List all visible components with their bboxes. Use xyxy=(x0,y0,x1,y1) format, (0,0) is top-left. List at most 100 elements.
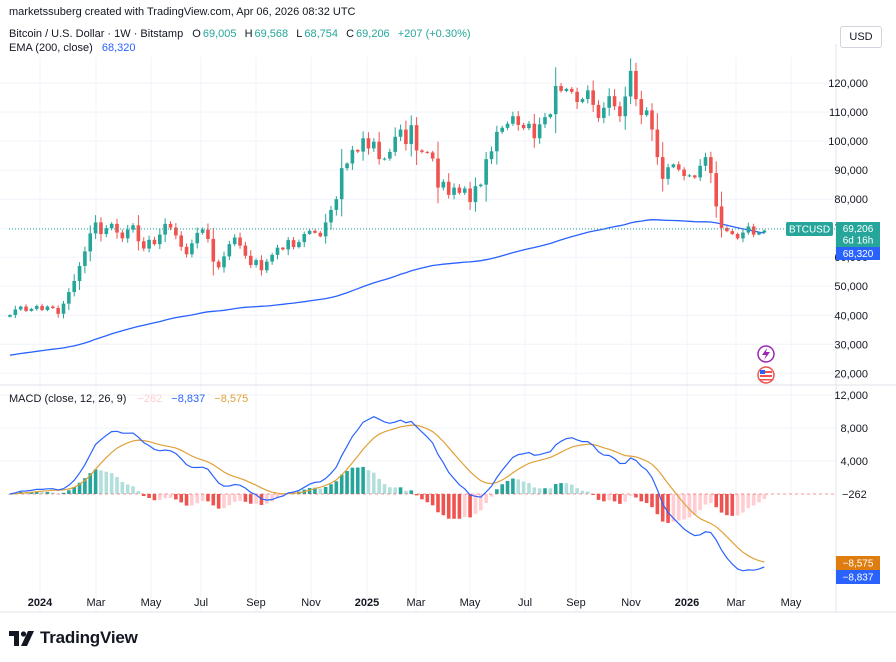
candle-body xyxy=(409,125,414,145)
svg-text:69,206: 69,206 xyxy=(843,224,874,235)
last-price-badge: 69,206 6d 16h xyxy=(836,222,880,247)
macd-hist-bar xyxy=(521,481,526,494)
time-tick-label: May xyxy=(460,597,481,609)
macd-hist-bar xyxy=(725,494,729,516)
macd-hist-bar xyxy=(355,467,360,494)
price-tick-label: 30,000 xyxy=(834,339,868,351)
candle-body xyxy=(345,163,349,169)
macd-hist-bar xyxy=(350,467,355,494)
ema-legend[interactable]: EMA (200, close) 68,320 xyxy=(9,42,136,54)
time-tick-label: Sep xyxy=(566,597,586,609)
macd-hist-bar xyxy=(446,494,451,519)
macd-hist-bar xyxy=(511,478,515,494)
candle-body xyxy=(671,164,676,168)
tradingview-logo[interactable]: TradingView xyxy=(9,628,138,648)
macd-hist-bar xyxy=(382,484,387,494)
candle-body xyxy=(628,70,633,97)
candle-body xyxy=(281,247,285,250)
candle-body xyxy=(248,255,253,266)
macd-hist-bar xyxy=(72,487,76,494)
us-flag-event-icon[interactable] xyxy=(757,366,775,384)
candle-body xyxy=(746,226,751,233)
candle-body xyxy=(559,86,563,91)
time-tick-label: Mar xyxy=(87,597,106,609)
candle-body xyxy=(265,261,269,271)
macd-hist-bar xyxy=(623,494,628,502)
macd-hist-bar xyxy=(120,481,125,494)
candle-body xyxy=(18,306,23,310)
candle-body xyxy=(206,229,210,239)
candle-body xyxy=(580,99,585,102)
candle-body xyxy=(286,240,290,250)
macd-hist-bar xyxy=(553,484,558,494)
candle-body xyxy=(676,164,681,170)
candle-body xyxy=(152,239,157,245)
macd-legend[interactable]: MACD (close, 12, 26, 9) −262 −8,837 −8,5… xyxy=(9,393,249,405)
currency-button[interactable]: USD xyxy=(840,26,882,48)
candle-body xyxy=(596,104,601,118)
macd-hist-bar xyxy=(687,494,692,518)
candle-body xyxy=(527,123,531,129)
macd-hist-bar xyxy=(115,477,119,494)
macd-hist-bar xyxy=(83,478,87,494)
candle-body xyxy=(591,90,595,105)
macd-hist-bar xyxy=(420,494,424,500)
candle-body xyxy=(131,225,135,230)
time-tick-label: May xyxy=(781,597,802,609)
candle-body xyxy=(521,124,526,129)
macd-hist-bar xyxy=(136,491,141,494)
macd-hist-bar xyxy=(612,494,617,502)
candle-body xyxy=(259,260,264,271)
lightning-event-icon[interactable] xyxy=(757,345,775,363)
candle-body xyxy=(34,305,39,309)
macd-hist-bar xyxy=(152,494,157,501)
time-tick-label: Sep xyxy=(246,597,266,609)
macd-tick-label: 4,000 xyxy=(840,456,868,468)
macd-hist-bar xyxy=(548,488,553,494)
macd-hist-bar xyxy=(248,494,253,504)
macd-hist-bar xyxy=(489,494,494,497)
macd-hist-bar xyxy=(484,494,488,504)
candle-body xyxy=(420,150,424,152)
macd-hist-bar xyxy=(500,484,504,494)
macd-hist-bar xyxy=(537,488,542,494)
candle-body xyxy=(473,186,478,203)
macd-hist-bar xyxy=(468,494,472,518)
candle-body xyxy=(452,187,456,195)
candle-body xyxy=(607,96,611,108)
candle-body xyxy=(709,157,713,174)
macd-hist-bar xyxy=(746,494,751,509)
candle-body xyxy=(751,226,756,235)
macd-hist-bar xyxy=(559,483,563,494)
symbol-title[interactable]: Bitcoin / U.S. Dollar · 1W · Bitstamp xyxy=(9,28,184,40)
macd-hist-bar xyxy=(158,494,162,501)
candle-body xyxy=(404,129,408,145)
candle-body xyxy=(350,149,355,164)
macd-hist-bar xyxy=(40,492,44,494)
candle-body xyxy=(361,138,365,152)
macd-hist-bar xyxy=(179,494,183,503)
macd-hist-bar xyxy=(671,494,676,522)
macd-hist-bar xyxy=(232,494,237,502)
macd-hist-bar xyxy=(586,491,590,494)
macd-line xyxy=(9,416,765,572)
macd-hist-bar xyxy=(430,494,435,506)
candle-body xyxy=(489,151,494,160)
candle-body xyxy=(158,234,162,245)
macd-hist-bar xyxy=(505,480,510,494)
candle-body xyxy=(569,88,574,92)
candle-body xyxy=(468,188,472,203)
macd-hist-bar xyxy=(307,488,312,494)
candle-body xyxy=(730,231,735,235)
macd-hist-bar xyxy=(93,469,98,494)
candle-body xyxy=(462,188,467,193)
macd-hist-bar xyxy=(265,494,269,504)
svg-text:68,320: 68,320 xyxy=(843,249,874,260)
candle-body xyxy=(425,151,430,153)
price-tick-label: 100,000 xyxy=(828,136,868,148)
macd-hist-bar xyxy=(730,494,735,516)
macd-hist-bar xyxy=(564,483,569,494)
macd-hist-bar xyxy=(618,494,622,504)
candle-body xyxy=(72,281,76,293)
